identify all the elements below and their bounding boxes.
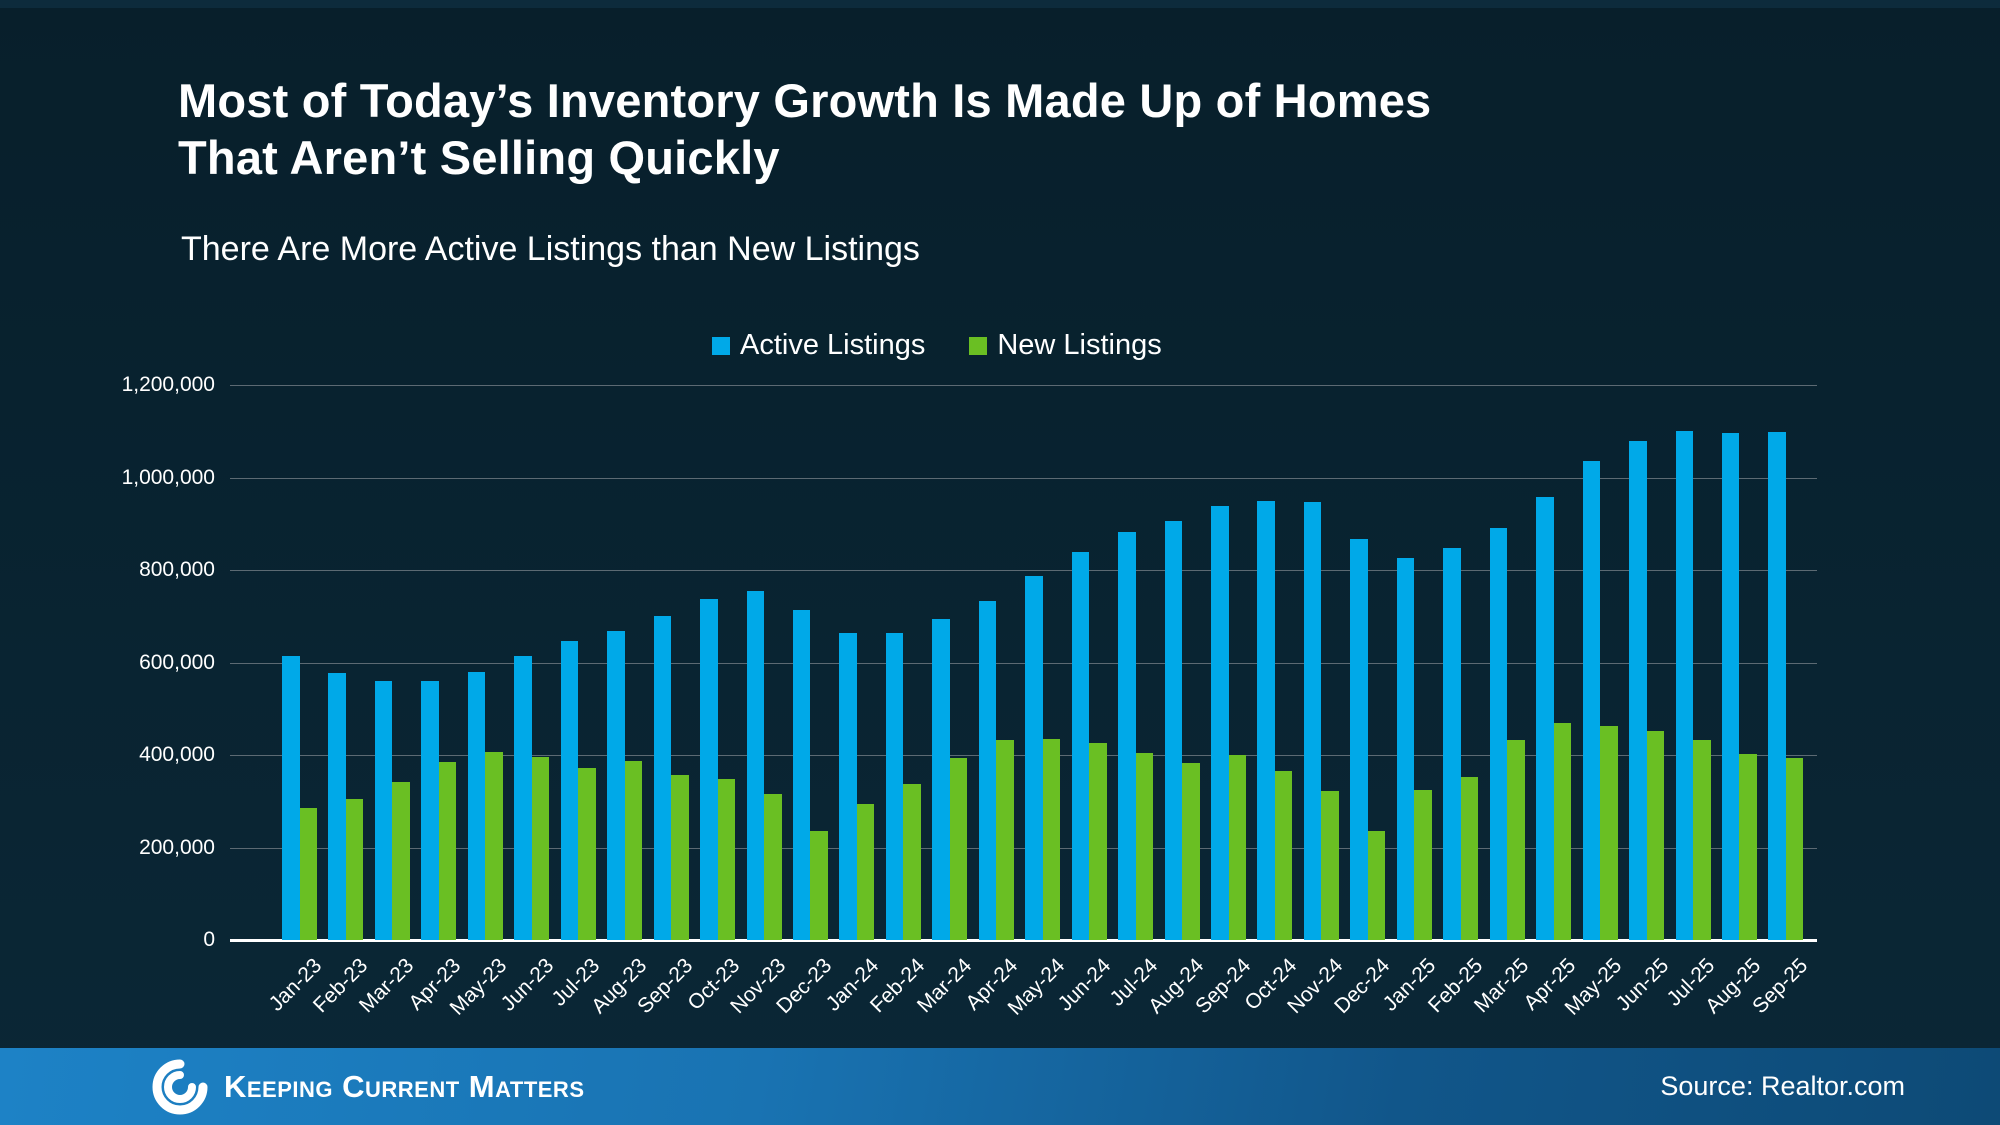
legend-item-active-listings: Active Listings — [712, 329, 925, 362]
bar-new-Nov-24 — [1321, 790, 1339, 940]
bar-active-Sep-23 — [653, 616, 672, 940]
active-listings-swatch-icon — [712, 336, 730, 355]
bar-new-Sep-24 — [1228, 755, 1246, 940]
bar-new-Jun-24 — [1089, 743, 1107, 940]
bar-new-Apr-23 — [438, 762, 457, 940]
y-tick-label-1,000,000: 1,000,000 — [121, 465, 215, 489]
bar-active-Jan-23 — [282, 655, 300, 940]
legend-label-new-listings: New Listings — [997, 329, 1162, 361]
bar-active-Jan-24 — [839, 632, 857, 940]
y-tick-label-400,000: 400,000 — [139, 743, 215, 766]
bar-new-Mar-25 — [1507, 739, 1525, 940]
bar-active-Sep-24 — [1211, 506, 1229, 940]
bar-new-Jul-23 — [578, 767, 596, 940]
footer-bar: Keeping Current Matters Source: Realtor.… — [0, 1048, 2000, 1125]
bar-active-Mar-23 — [374, 681, 393, 940]
bar-active-Aug-24 — [1164, 521, 1183, 940]
bar-new-Feb-24 — [903, 784, 921, 940]
y-tick-label-0: 0 — [203, 928, 215, 951]
page-subtitle: There Are More Active Listings than New … — [181, 230, 920, 268]
bar-active-Apr-24 — [978, 600, 997, 940]
bar-chart-plot-area: Jan-23 Feb-23 Mar-23 Apr-23 May-23 Jun-23 Jul-… — [230, 385, 1817, 1020]
source-attribution: Source: Realtor.com — [1660, 1071, 1905, 1101]
page-title-line2: That Aren’t Selling Quickly — [178, 131, 780, 184]
x-axis-baseline — [230, 939, 1817, 942]
bar-active-Nov-23 — [746, 591, 764, 940]
gridline-800,000 — [230, 570, 1817, 571]
kcm-brand-text: Keeping Current Matters — [224, 1068, 585, 1104]
bar-active-May-25 — [1582, 461, 1601, 940]
bar-new-May-24 — [1042, 738, 1061, 940]
bar-active-Jun-25 — [1629, 440, 1647, 940]
y-tick-label-1,200,000: 1,200,000 — [121, 373, 215, 396]
bar-new-Feb-23 — [345, 798, 364, 940]
bar-new-Mar-24 — [949, 757, 968, 940]
bar-active-Dec-23 — [792, 609, 811, 940]
bar-new-Sep-25 — [1785, 758, 1804, 940]
gridline-600,000 — [230, 662, 1817, 664]
y-tick-label-600,000: 600,000 — [139, 650, 215, 674]
bar-active-Jul-24 — [1118, 532, 1136, 940]
bar-new-Apr-24 — [996, 739, 1014, 940]
legend-label-active-listings: Active Listings — [740, 329, 926, 361]
bar-new-Sep-23 — [671, 774, 689, 940]
legend-item-new-listings: New Listings — [969, 329, 1162, 362]
gridline-1,200,000 — [230, 385, 1817, 386]
bar-new-May-25 — [1600, 725, 1618, 940]
bar-new-Jul-25 — [1693, 739, 1711, 940]
bar-active-May-24 — [1025, 575, 1043, 940]
bar-active-Feb-24 — [885, 633, 904, 940]
gridline-200,000 — [230, 847, 1817, 849]
bar-new-Nov-23 — [764, 794, 782, 940]
bar-new-Jul-24 — [1135, 753, 1154, 940]
bar-new-Feb-25 — [1460, 777, 1479, 940]
kcm-logo-icon — [152, 1059, 208, 1114]
page-title-line1: Most of Today’s Inventory Growth Is Made… — [178, 74, 1432, 127]
bar-active-Feb-23 — [328, 672, 346, 940]
bar-new-Jun-23 — [531, 757, 550, 940]
bar-new-Aug-24 — [1182, 763, 1200, 940]
bar-active-Sep-25 — [1768, 431, 1786, 940]
bar-new-Jun-25 — [1646, 731, 1665, 940]
bar-active-May-23 — [467, 672, 486, 940]
bar-active-Jun-24 — [1071, 551, 1090, 940]
bar-active-Aug-25 — [1721, 433, 1740, 940]
bar-new-Dec-24 — [1367, 831, 1386, 940]
top-edge-strip — [0, 0, 2000, 8]
bar-active-Nov-24 — [1303, 501, 1322, 940]
page-title: Most of Today’s Inventory Growth Is Made… — [178, 72, 1431, 186]
bar-new-Jan-23 — [299, 808, 317, 940]
bar-new-Oct-24 — [1274, 770, 1293, 940]
bar-active-Oct-24 — [1257, 500, 1275, 940]
bar-new-Jan-25 — [1414, 789, 1432, 940]
y-axis-labels: 0 200,000 400,000 600,000 800,000 1,000,000 1,… — [80, 0, 215, 1125]
new-listings-swatch-icon — [969, 336, 988, 355]
y-tick-label-200,000: 200,000 — [139, 835, 215, 859]
bar-new-Dec-23 — [810, 831, 828, 940]
bar-active-Dec-24 — [1350, 539, 1368, 940]
bar-active-Jul-23 — [560, 641, 579, 940]
bar-new-Apr-25 — [1553, 723, 1572, 940]
bar-new-Mar-23 — [392, 782, 410, 940]
gridline-400,000 — [230, 755, 1817, 756]
kcm-brand: Keeping Current Matters — [152, 1048, 585, 1125]
bar-active-Jan-25 — [1396, 557, 1415, 940]
bar-new-May-23 — [485, 752, 503, 940]
bar-active-Apr-25 — [1536, 497, 1554, 940]
bar-active-Oct-23 — [700, 599, 718, 940]
bar-active-Jul-25 — [1675, 430, 1693, 940]
y-tick-label-800,000: 800,000 — [139, 558, 215, 581]
bar-new-Jan-24 — [856, 804, 875, 940]
bar-active-Jun-23 — [514, 656, 532, 940]
bar-active-Feb-25 — [1443, 548, 1461, 940]
bar-active-Aug-23 — [607, 631, 625, 940]
bar-active-Mar-25 — [1489, 528, 1508, 940]
chart-legend: Active Listings New Listings — [712, 329, 1162, 362]
bar-new-Oct-23 — [717, 779, 736, 940]
bar-new-Aug-23 — [624, 761, 643, 940]
bar-new-Aug-25 — [1739, 754, 1757, 940]
bar-active-Apr-23 — [421, 681, 439, 940]
gridline-1,000,000 — [230, 477, 1817, 479]
bar-active-Mar-24 — [932, 618, 950, 940]
